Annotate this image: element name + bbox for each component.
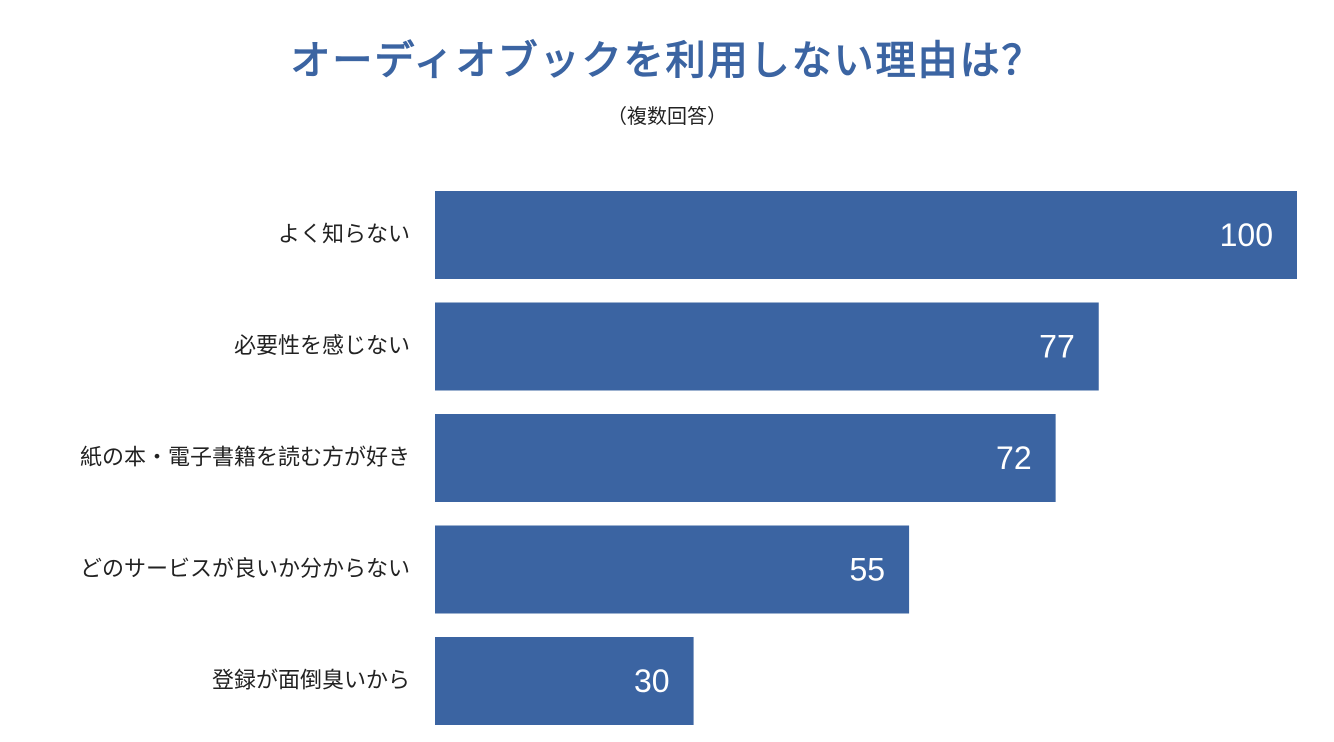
category-label-2: 紙の本・電子書籍を読む方が好き [80, 446, 410, 471]
value-label-3: 55 [850, 552, 886, 588]
value-label-4: 30 [634, 663, 670, 699]
bar-4 [435, 637, 694, 725]
value-label-2: 72 [996, 440, 1032, 476]
category-label-1: 必要性を感じない [234, 334, 410, 359]
bar-1 [435, 302, 1099, 391]
chart-subtitle: （複数回答） [607, 104, 727, 128]
value-label-0: 100 [1220, 217, 1273, 253]
value-label-1: 77 [1039, 329, 1075, 365]
bar-0 [435, 191, 1297, 279]
category-label-0: よく知らない [278, 223, 410, 248]
chart-title: オーディオブックを利用しない理由は？ [290, 38, 1044, 84]
category-label-4: 登録が面倒臭いから [212, 669, 410, 694]
category-label-3: どのサービスが良いか分からない [80, 557, 410, 582]
bar-3 [435, 525, 910, 614]
bar-2 [435, 414, 1056, 502]
